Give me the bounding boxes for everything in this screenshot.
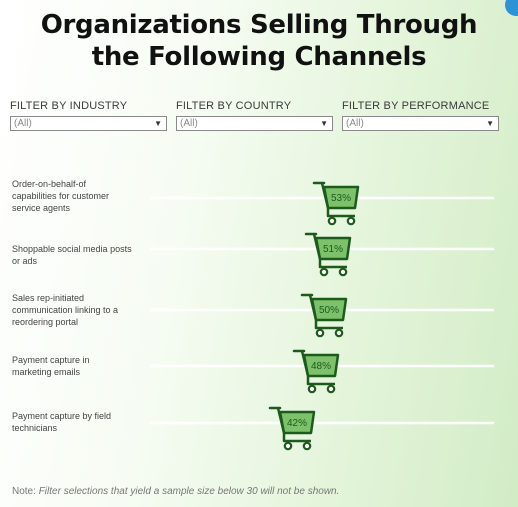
cart-frame xyxy=(308,294,343,330)
category-label-5: Payment capture by field technicians xyxy=(12,410,152,434)
footnote: Note: Filter selections that yield a sam… xyxy=(12,486,339,497)
filter-country-label: FILTER BY COUNTRY xyxy=(176,100,292,112)
cart-wheel xyxy=(326,384,336,394)
cart-wheel xyxy=(334,328,344,338)
shopping-cart-icon: 42% xyxy=(268,406,316,451)
category-label-line: service agents xyxy=(12,203,71,213)
filter-performance-value: (All) xyxy=(346,118,364,129)
data-label: 48% xyxy=(311,361,331,372)
data-label: 51% xyxy=(323,244,343,255)
cart-wheel xyxy=(319,267,329,277)
filter-industry-value: (All) xyxy=(14,118,32,129)
category-label-1: Order-on-behalf-of capabilities for cust… xyxy=(12,178,152,214)
category-label-line: reordering portal xyxy=(12,317,79,327)
cart-frame xyxy=(312,233,347,269)
category-label-2: Shoppable social media posts or ads xyxy=(12,243,152,267)
chart-title-line-2: the Following Channels xyxy=(91,42,427,72)
data-label: 50% xyxy=(319,305,339,316)
shopping-cart-icon: 50% xyxy=(300,293,348,338)
chart-title-line-1: Organizations Selling Through xyxy=(40,10,478,40)
category-label-line: Shoppable social media posts xyxy=(12,244,132,254)
chevron-down-icon: ▼ xyxy=(320,119,328,128)
filter-industry-label: FILTER BY INDUSTRY xyxy=(10,100,128,112)
data-label: 53% xyxy=(331,193,351,204)
corner-badge-icon[interactable] xyxy=(505,0,518,16)
footnote-prefix: Note: xyxy=(12,486,36,497)
chevron-down-icon: ▼ xyxy=(154,119,162,128)
category-label-line: marketing emails xyxy=(12,367,81,377)
category-label-line: or ads xyxy=(12,256,38,266)
shopping-cart-icon: 51% xyxy=(304,232,352,277)
data-label: 42% xyxy=(287,418,307,429)
cart-frame xyxy=(320,182,355,218)
shopping-cart-icon: 48% xyxy=(292,349,340,394)
filter-performance-select[interactable]: (All) ▼ xyxy=(342,116,499,131)
category-label-3: Sales rep-initiated communication linkin… xyxy=(12,292,152,328)
category-label-line: Sales rep-initiated xyxy=(12,293,85,303)
cart-wheel xyxy=(327,216,337,226)
filter-country-value: (All) xyxy=(180,118,198,129)
cart-wheel xyxy=(283,441,293,451)
category-label-line: Order-on-behalf-of xyxy=(12,179,87,189)
filter-performance-label: FILTER BY PERFORMANCE xyxy=(342,100,490,112)
category-label-line: Payment capture in xyxy=(12,355,90,365)
cart-wheel xyxy=(307,384,317,394)
category-label-line: capabilities for customer xyxy=(12,191,110,201)
cart-wheel xyxy=(302,441,312,451)
cart-wheel xyxy=(315,328,325,338)
category-label-4: Payment capture in marketing emails xyxy=(12,354,152,378)
cart-wheel xyxy=(346,216,356,226)
shopping-cart-icon: 53% xyxy=(312,181,360,226)
category-label-line: communication linking to a xyxy=(12,305,119,315)
cart-frame xyxy=(276,407,311,443)
cart-frame xyxy=(300,350,335,386)
footnote-text: Filter selections that yield a sample si… xyxy=(38,486,340,497)
chevron-down-icon: ▼ xyxy=(486,119,494,128)
cart-wheel xyxy=(338,267,348,277)
filter-country-select[interactable]: (All) ▼ xyxy=(176,116,333,131)
filter-industry-select[interactable]: (All) ▼ xyxy=(10,116,167,131)
category-label-line: Payment capture by field xyxy=(12,411,112,421)
category-label-line: technicians xyxy=(12,423,58,433)
